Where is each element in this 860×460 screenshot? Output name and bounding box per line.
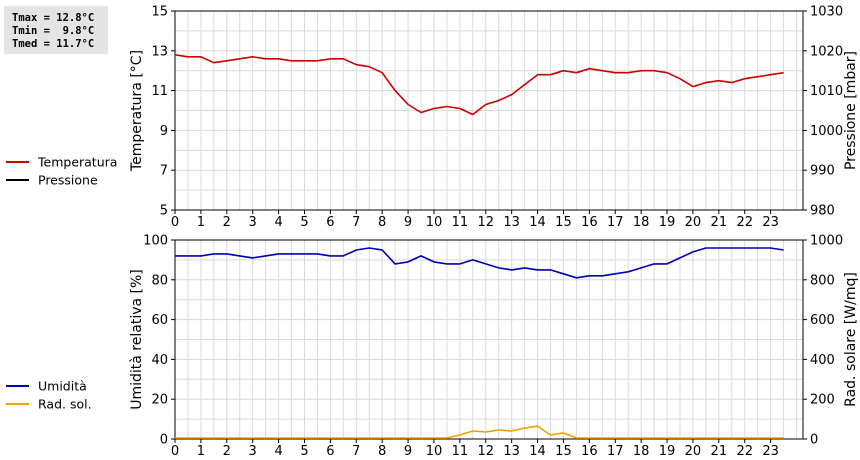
- y-right-tick-label: 200: [810, 393, 835, 408]
- x-tick-label: 4: [274, 215, 282, 230]
- x-tick-label: 12: [477, 215, 494, 230]
- x-tick-label: 4: [274, 444, 282, 459]
- legend-label: Umidità: [38, 379, 87, 394]
- y-left-tick-label: 20: [151, 393, 168, 408]
- y-left-tick-label: 9: [160, 124, 168, 139]
- x-tick-label: 2: [223, 444, 231, 459]
- x-tick-label: 16: [581, 444, 598, 459]
- y-right-tick-label: 600: [810, 313, 835, 328]
- legend-label: Temperatura: [37, 155, 117, 170]
- x-tick-label: 11: [452, 444, 469, 459]
- x-tick-label: 7: [352, 444, 360, 459]
- legend-label: Pressione: [38, 173, 98, 188]
- x-tick-label: 13: [503, 215, 520, 230]
- x-tick-label: 16: [581, 215, 598, 230]
- x-tick-label: 15: [555, 215, 572, 230]
- y-left-tick-label: 13: [151, 44, 168, 59]
- y-left-tick-label: 100: [143, 234, 168, 249]
- x-tick-label: 20: [685, 215, 702, 230]
- plot-frame: [174, 239, 804, 440]
- x-tick-label: 0: [171, 215, 179, 230]
- y-left-tick-label: 60: [151, 313, 168, 328]
- x-tick-label: 9: [404, 215, 412, 230]
- x-tick-label: 12: [477, 444, 494, 459]
- x-tick-label: 14: [529, 444, 546, 459]
- y-right-tick-label: 1010: [810, 84, 843, 99]
- legend-label: Rad. sol.: [38, 397, 92, 412]
- plot-frame: [174, 10, 804, 211]
- x-tick-label: 18: [633, 444, 650, 459]
- y-right-tick-label: 1000: [810, 234, 843, 249]
- x-tick-label: 10: [426, 444, 443, 459]
- x-tick-label: 8: [378, 444, 386, 459]
- y-right-tick-label: 0: [810, 433, 818, 448]
- x-tick-label: 19: [659, 215, 676, 230]
- y-right-tick-label: 990: [810, 164, 835, 179]
- y-axis-label-left: Temperatura [°C]: [129, 50, 145, 172]
- x-tick-label: 13: [503, 444, 520, 459]
- y-axis-label-left: Umidità relativa [%]: [129, 269, 145, 410]
- x-tick-label: 5: [300, 444, 308, 459]
- tmin-text: Tmin = 9.8°C: [12, 25, 95, 37]
- x-tick-label: 22: [736, 215, 753, 230]
- chart-panel-2: 0 1 2 3 4 5 6 7 8 9 10 11 12 13 14 15 16 17 18 19 20 21 22 2302…: [6, 234, 859, 459]
- x-tick-label: 14: [529, 215, 546, 230]
- x-tick-label: 3: [249, 215, 257, 230]
- stats-box: Tmax = 12.8°C Tmin = 9.8°C Tmed = 11.7°C: [4, 6, 108, 54]
- x-tick-label: 10: [426, 215, 443, 230]
- y-right-tick-label: 1020: [810, 44, 843, 59]
- x-tick-label: 21: [711, 444, 728, 459]
- y-right-tick-label: 980: [810, 204, 835, 219]
- x-tick-label: 19: [659, 444, 676, 459]
- x-tick-label: 23: [762, 444, 779, 459]
- tmax-text: Tmax = 12.8°C: [12, 12, 95, 24]
- x-tick-label: 2: [223, 215, 231, 230]
- x-tick-label: 20: [685, 444, 702, 459]
- series-line-rad-sol: [175, 425, 784, 439]
- y-axis-label-right: Rad. solare [W/mq]: [843, 272, 859, 407]
- y-axis-label-right: Pressione [mbar]: [843, 51, 859, 170]
- x-tick-label: 17: [607, 215, 624, 230]
- x-tick-label: 17: [607, 444, 624, 459]
- x-tick-label: 21: [711, 215, 728, 230]
- y-left-tick-label: 40: [151, 353, 168, 368]
- x-tick-label: 0: [171, 444, 179, 459]
- y-left-tick-label: 7: [160, 164, 168, 179]
- x-tick-label: 23: [762, 215, 779, 230]
- x-tick-label: 7: [352, 215, 360, 230]
- series-line-temperatura: [174, 54, 784, 116]
- x-tick-label: 22: [736, 444, 753, 459]
- x-tick-label: 3: [249, 444, 257, 459]
- x-tick-label: 15: [555, 444, 572, 459]
- chart-panel-1: 0 1 2 3 4 5 6 7 8 9 10 11 12 13 14 15 16 17 18 19 20 21 22 2357…: [6, 5, 859, 230]
- x-tick-label: 18: [633, 215, 650, 230]
- x-tick-label: 1: [197, 215, 205, 230]
- x-tick-label: 8: [378, 215, 386, 230]
- x-tick-label: 6: [326, 215, 334, 230]
- x-tick-label: 5: [300, 215, 308, 230]
- series-line-umidit: [175, 247, 784, 279]
- y-right-tick-label: 400: [810, 353, 835, 368]
- x-tick-label: 11: [452, 215, 469, 230]
- y-left-tick-label: 15: [151, 5, 168, 20]
- y-left-tick-label: 80: [151, 273, 168, 288]
- y-right-tick-label: 800: [810, 273, 835, 288]
- y-right-tick-label: 1000: [810, 124, 843, 139]
- y-left-tick-label: 0: [160, 433, 168, 448]
- y-left-tick-label: 11: [151, 84, 168, 99]
- x-tick-label: 1: [197, 444, 205, 459]
- x-tick-label: 6: [326, 444, 334, 459]
- x-tick-label: 9: [404, 444, 412, 459]
- tmed-text: Tmed = 11.7°C: [12, 38, 95, 50]
- y-left-tick-label: 5: [160, 204, 168, 219]
- y-right-tick-label: 1030: [810, 5, 843, 20]
